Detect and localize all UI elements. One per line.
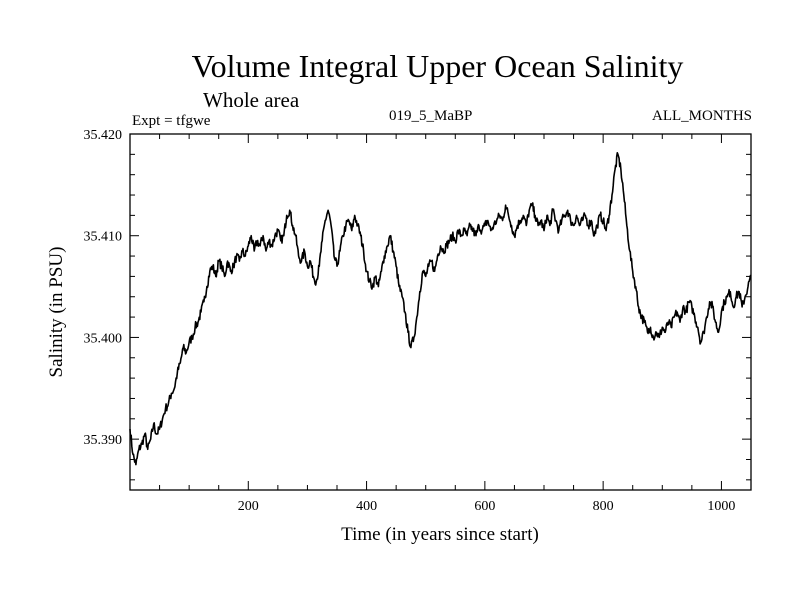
- plot-frame: [129, 133, 752, 491]
- experiment-label: Expt = tfgwe: [132, 113, 211, 129]
- x-tick-label: 200: [238, 499, 259, 514]
- x-tick-label: 1000: [707, 499, 735, 514]
- chart-title: Volume Integral Upper Ocean Salinity: [191, 48, 684, 84]
- x-tick-label: 800: [593, 499, 614, 514]
- x-axis-title: Time (in years since start): [341, 524, 539, 545]
- y-tick-label: 35.400: [84, 331, 123, 346]
- y-tick-label: 35.420: [84, 128, 123, 143]
- y-tick-label: 35.390: [84, 433, 123, 448]
- tick-labels: 200 400 600 800 1000 35.390 35.400 35.410 35.420: [84, 128, 736, 514]
- axis-ticks: [130, 133, 751, 490]
- run-label: 019_5_MaBP: [389, 108, 473, 124]
- series-line-salinity: [129, 152, 752, 466]
- chart-subtitle: Whole area: [203, 88, 300, 112]
- months-label: ALL_MONTHS: [652, 108, 752, 124]
- y-tick-label: 35.410: [84, 230, 123, 245]
- x-tick-label: 400: [356, 499, 377, 514]
- y-axis-title: Salinity (in PSU): [46, 247, 67, 378]
- x-tick-label: 600: [474, 499, 495, 514]
